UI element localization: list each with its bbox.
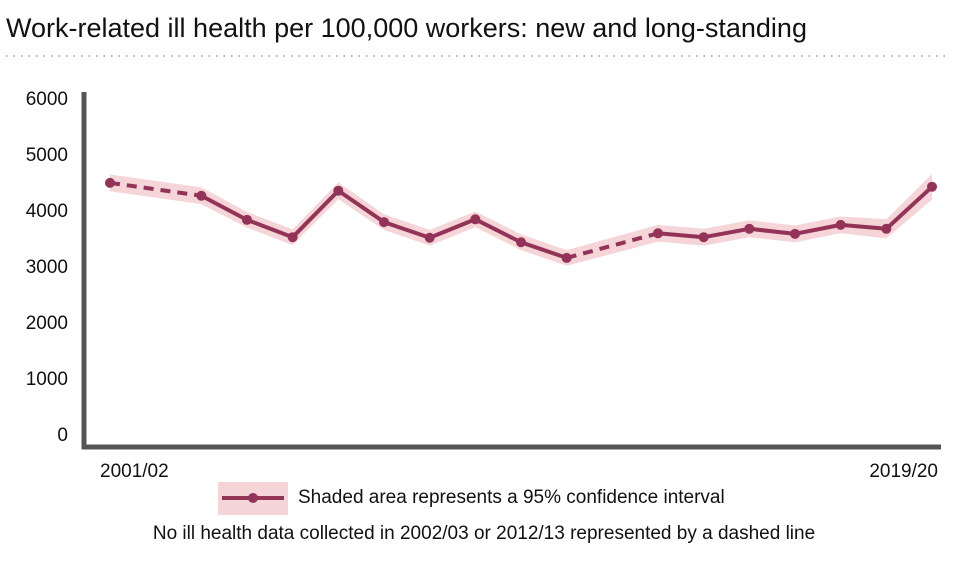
y-tick-label: 6000: [26, 89, 68, 110]
data-point: [424, 232, 435, 243]
data-point: [379, 217, 389, 228]
x-tick-label: 2019/20: [869, 461, 938, 482]
data-point: [653, 228, 663, 239]
note: No ill health data collected in 2002/03 …: [153, 523, 815, 544]
y-tick-label: 2000: [26, 313, 68, 334]
data-point: [561, 252, 572, 263]
y-tick-label: 5000: [26, 145, 68, 166]
legend-marker: [248, 493, 258, 503]
data-point: [698, 232, 709, 243]
data-point: [881, 223, 892, 234]
y-tick-label: 1000: [26, 369, 68, 390]
data-point: [835, 219, 846, 230]
data-point: [744, 223, 755, 234]
data-point: [927, 181, 937, 192]
confidence-band: [110, 174, 202, 205]
legend-label: Shaded area represents a 95% confidence …: [298, 487, 725, 508]
data-point: [105, 177, 115, 188]
data-point: [242, 214, 252, 225]
confidence-band: [566, 224, 658, 266]
data-point: [196, 190, 207, 201]
data-point: [333, 185, 344, 196]
y-tick-label: 0: [57, 425, 68, 446]
data-point: [287, 232, 298, 243]
data-point: [470, 214, 481, 225]
data-point: [790, 228, 800, 239]
x-tick-label: 2001/02: [100, 461, 169, 482]
gap-connector: [109, 180, 202, 198]
data-point: [516, 237, 526, 248]
chart-title: Work-related ill health per 100,000 work…: [6, 13, 807, 43]
y-tick-label: 4000: [26, 201, 68, 222]
y-tick-label: 3000: [26, 257, 68, 278]
